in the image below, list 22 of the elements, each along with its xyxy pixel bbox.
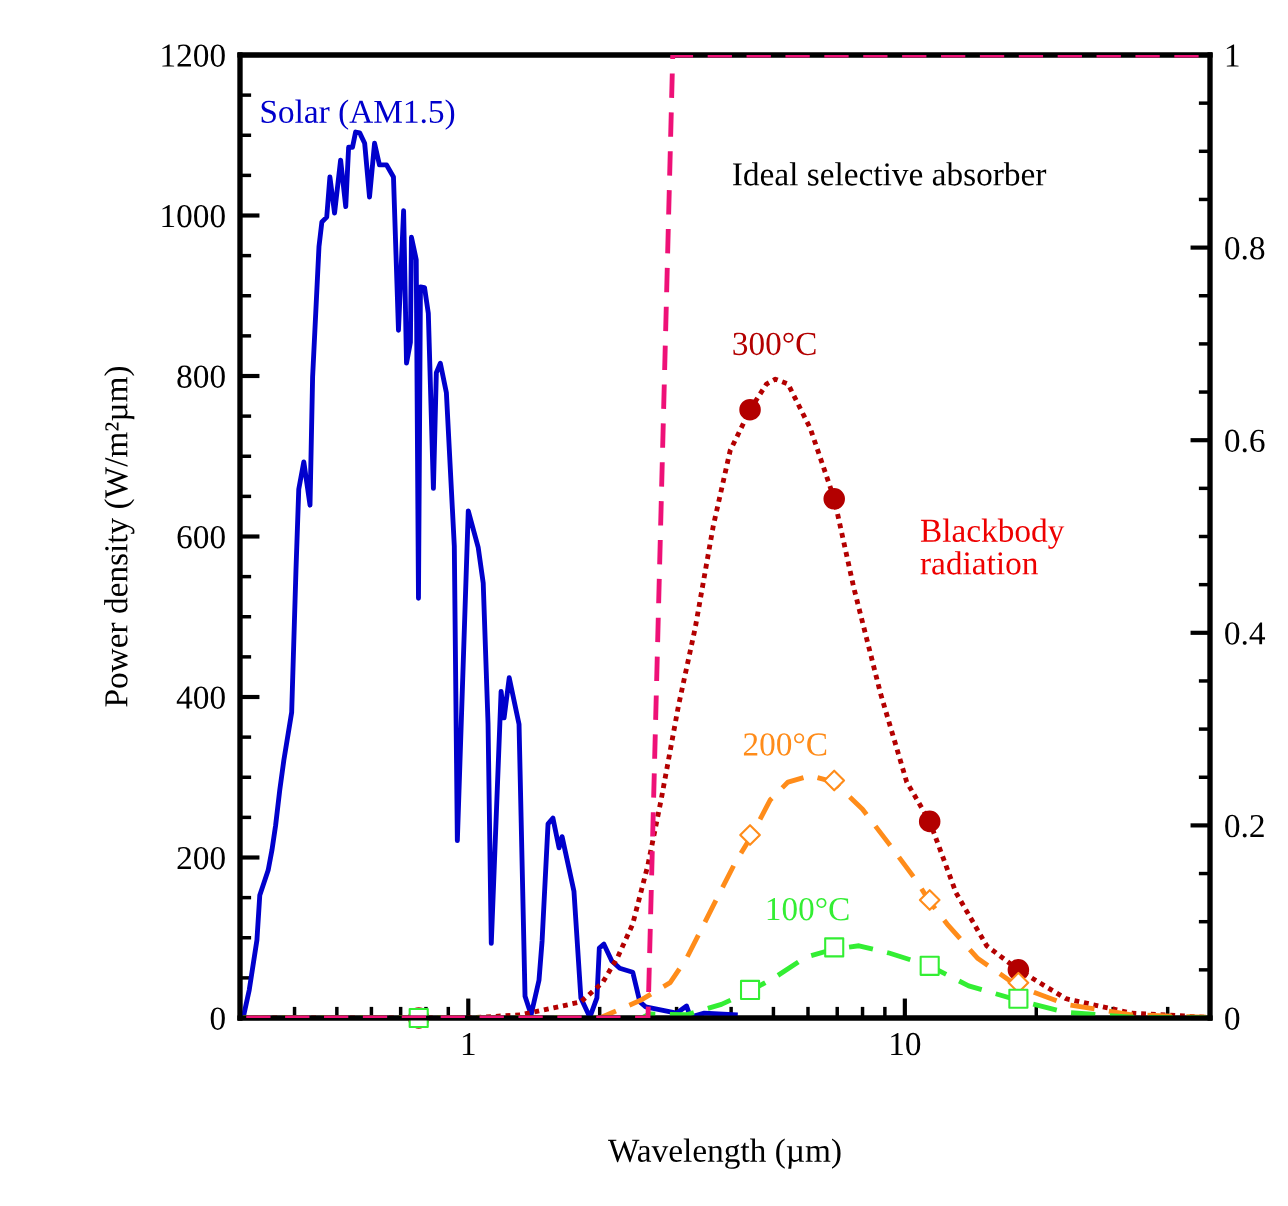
y-tick-label: 200 [177, 846, 225, 870]
x-axis-title: Wavelength (µm) [608, 1138, 841, 1169]
y-tick-label: 800 [177, 365, 225, 388]
y2-tick-label: 0.2 [1225, 814, 1264, 838]
y2-tick-label: 0.6 [1225, 429, 1265, 453]
y-tick-label: 1000 [162, 204, 225, 228]
annotation: Blackbody radiation [920, 518, 1065, 575]
x-tick-label: 10 [891, 1032, 921, 1056]
y-tick-label: 0 [210, 1007, 225, 1030]
series-label: 300°C [733, 332, 816, 356]
series-label: 100°C [767, 897, 849, 921]
series-label: Ideal selective absorber [732, 162, 1047, 186]
y2-tick-label: 0 [1225, 1007, 1240, 1030]
series-label: Solar (AM1.5) [261, 99, 455, 130]
y2-tick-label: 0.8 [1225, 237, 1265, 260]
y2-tick-label: 1 [1226, 44, 1239, 67]
y2-tick-label: 0.4 [1225, 622, 1266, 645]
y-tick-label: 1200 [162, 44, 225, 67]
y-axis-title: Power density (W/m²µm) [104, 366, 135, 707]
series-label: 200°C [743, 733, 827, 756]
y-tick-label: 400 [176, 686, 225, 709]
y-tick-label: 600 [177, 525, 225, 549]
